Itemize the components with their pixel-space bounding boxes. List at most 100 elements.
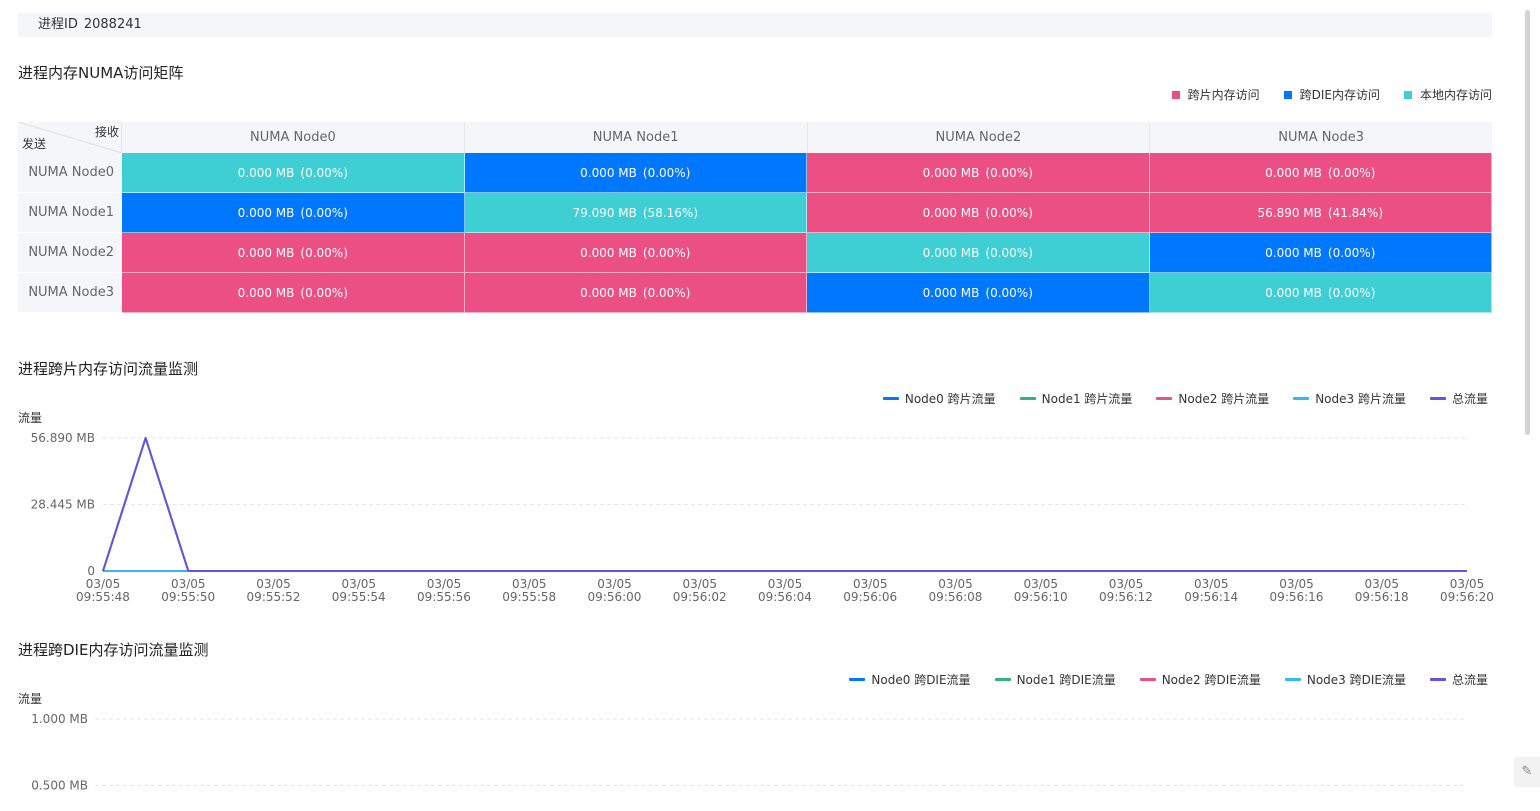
edit-icon[interactable]: ✎ <box>1514 757 1540 787</box>
cell-value: 0.000 MB <box>1265 246 1322 260</box>
x-tick-time: 09:56:08 <box>929 590 983 604</box>
legend-label: Node3 跨DIE流量 <box>1306 673 1406 687</box>
matrix-legend-item[interactable]: 跨DIE内存访问 <box>1283 86 1380 103</box>
legend-line-swatch <box>1293 397 1310 400</box>
x-tick-date: 03/05 <box>512 577 547 591</box>
x-tick-time: 09:55:48 <box>76 590 130 604</box>
chip-traffic-legend: Node0 跨片流量 Node1 跨片流量 Node2 跨片流量 Node3 跨片流量… <box>882 390 1488 407</box>
matrix-cell[interactable]: 0.000 MB (0.00%) <box>122 153 465 193</box>
cell-value: 0.000 MB <box>1265 166 1322 180</box>
legend-label: Node1 跨DIE流量 <box>1016 673 1116 687</box>
chip-traffic-title: 进程跨片内存访问流量监测 <box>18 360 199 378</box>
x-tick-time: 09:55:52 <box>247 590 301 604</box>
legend-label: 本地内存访问 <box>1419 88 1492 102</box>
matrix-row: NUMA Node1 0.000 MB (0.00%) 79.090 MB (58.16… <box>18 193 1492 233</box>
x-tick-time: 09:55:54 <box>332 590 386 604</box>
y-axis-label: 流量 <box>18 411 42 425</box>
matrix-row-header: NUMA Node0 <box>18 153 122 193</box>
x-tick-date: 03/05 <box>171 577 206 591</box>
matrix-corner: 接收 发送 <box>18 122 122 153</box>
cell-percent: (0.00%) <box>1327 166 1376 180</box>
matrix-cell[interactable]: 0.000 MB (0.00%) <box>807 193 1150 233</box>
legend-line-swatch <box>882 397 899 400</box>
process-id-value: 2088241 <box>83 17 142 32</box>
process-id-bar: 进程ID 2088241 <box>18 13 1492 37</box>
x-tick-time: 09:56:18 <box>1355 590 1409 604</box>
legend-line-swatch <box>994 678 1011 681</box>
legend-swatch <box>1403 90 1412 99</box>
series-legend-item[interactable]: Node3 跨DIE流量 <box>1284 671 1406 688</box>
matrix-cell[interactable]: 0.000 MB (0.00%) <box>122 273 465 313</box>
legend-line-swatch <box>849 678 866 681</box>
x-tick-date: 03/05 <box>1023 577 1058 591</box>
matrix-cell[interactable]: 0.000 MB (0.00%) <box>464 233 807 273</box>
cell-percent: (0.00%) <box>985 246 1033 260</box>
legend-line-swatch <box>1429 678 1446 681</box>
matrix-legend-item[interactable]: 本地内存访问 <box>1403 86 1492 103</box>
legend-label: 跨片内存访问 <box>1187 88 1260 102</box>
series-line-[interactable] <box>102 437 1467 572</box>
legend-label: 总流量 <box>1451 673 1488 687</box>
corner-diagonal <box>18 122 121 153</box>
cell-percent: (0.00%) <box>642 166 691 180</box>
x-tick-date: 03/05 <box>256 577 291 591</box>
matrix-cell[interactable]: 0.000 MB (0.00%) <box>807 233 1150 273</box>
series-legend-item[interactable]: 总流量 <box>1429 390 1488 407</box>
matrix-header-row: 接收 发送 NUMA Node0 NUMA Node1 NUMA Node2 NUMA… <box>18 122 1492 153</box>
matrix-legend-item[interactable]: 跨片内存访问 <box>1171 86 1260 103</box>
die-traffic-legend: Node0 跨DIE流量 Node1 跨DIE流量 Node2 跨DIE流量 Node… <box>849 671 1488 688</box>
legend-line-swatch <box>1284 678 1301 681</box>
series-legend-item[interactable]: 总流量 <box>1429 671 1488 688</box>
matrix-cell[interactable]: 56.890 MB (41.84%) <box>1149 193 1492 233</box>
matrix-cell[interactable]: 0.000 MB (0.00%) <box>1149 153 1492 193</box>
x-tick-date: 03/05 <box>682 577 717 591</box>
series-legend-item[interactable]: Node0 跨片流量 <box>882 390 996 407</box>
die-traffic-chart: 流量 1.000 MB 0.500 MB <box>18 692 1467 793</box>
cell-percent: (0.00%) <box>642 246 691 260</box>
y-tick-label: 0.500 MB <box>31 779 88 793</box>
matrix-cell[interactable]: 0.000 MB (0.00%) <box>1149 233 1492 273</box>
matrix-cell[interactable]: 0.000 MB (0.00%) <box>464 153 807 193</box>
y-tick-label: 56.890 MB <box>31 431 95 445</box>
x-tick-time: 09:56:12 <box>1099 590 1153 604</box>
x-tick-time: 09:56:02 <box>673 590 727 604</box>
series-legend-item[interactable]: Node2 跨片流量 <box>1156 390 1269 407</box>
matrix-cell[interactable]: 0.000 MB (0.00%) <box>464 273 807 313</box>
series-legend-item[interactable]: Node2 跨DIE流量 <box>1139 671 1261 688</box>
legend-line-swatch <box>1019 397 1036 400</box>
x-tick-date: 03/05 <box>86 577 121 591</box>
matrix-cell[interactable]: 0.000 MB (0.00%) <box>122 193 465 233</box>
matrix-row-header: NUMA Node2 <box>18 233 122 273</box>
series-legend-item[interactable]: Node0 跨DIE流量 <box>849 671 971 688</box>
process-id-label: 进程ID <box>38 17 78 32</box>
cell-value: 0.000 MB <box>922 166 980 180</box>
cell-percent: (0.00%) <box>300 166 348 180</box>
series-legend-item[interactable]: Node3 跨片流量 <box>1293 390 1406 407</box>
x-tick-time: 09:56:20 <box>1440 590 1494 604</box>
cell-percent: (58.16%) <box>642 206 698 220</box>
matrix-cell[interactable]: 0.000 MB (0.00%) <box>122 233 465 273</box>
vertical-scrollbar[interactable] <box>1525 10 1530 435</box>
series-legend-item[interactable]: Node1 跨DIE流量 <box>994 671 1116 688</box>
matrix-cell[interactable]: 0.000 MB (0.00%) <box>1149 273 1492 313</box>
cell-percent: (0.00%) <box>300 206 348 220</box>
matrix-cell[interactable]: 0.000 MB (0.00%) <box>807 153 1150 193</box>
cell-value: 0.000 MB <box>237 246 295 260</box>
matrix-cell[interactable]: 79.090 MB (58.16%) <box>464 193 807 233</box>
legend-label: Node0 跨片流量 <box>904 392 996 406</box>
cell-percent: (0.00%) <box>300 246 348 260</box>
cell-percent: (0.00%) <box>985 166 1033 180</box>
legend-line-swatch <box>1139 678 1156 681</box>
cell-percent: (0.00%) <box>985 206 1033 220</box>
x-tick-time: 09:55:58 <box>502 590 556 604</box>
legend-label: 跨DIE内存访问 <box>1299 88 1380 102</box>
cell-value: 0.000 MB <box>580 286 637 300</box>
matrix-column-header: NUMA Node2 <box>807 122 1151 153</box>
matrix-cell[interactable]: 0.000 MB (0.00%) <box>807 273 1150 313</box>
series-legend-item[interactable]: Node1 跨片流量 <box>1019 390 1132 407</box>
x-tick-date: 03/05 <box>1279 577 1314 591</box>
x-tick-time: 09:56:00 <box>588 590 642 604</box>
y-axis-label: 流量 <box>18 692 42 706</box>
x-tick-date: 03/05 <box>768 577 803 591</box>
